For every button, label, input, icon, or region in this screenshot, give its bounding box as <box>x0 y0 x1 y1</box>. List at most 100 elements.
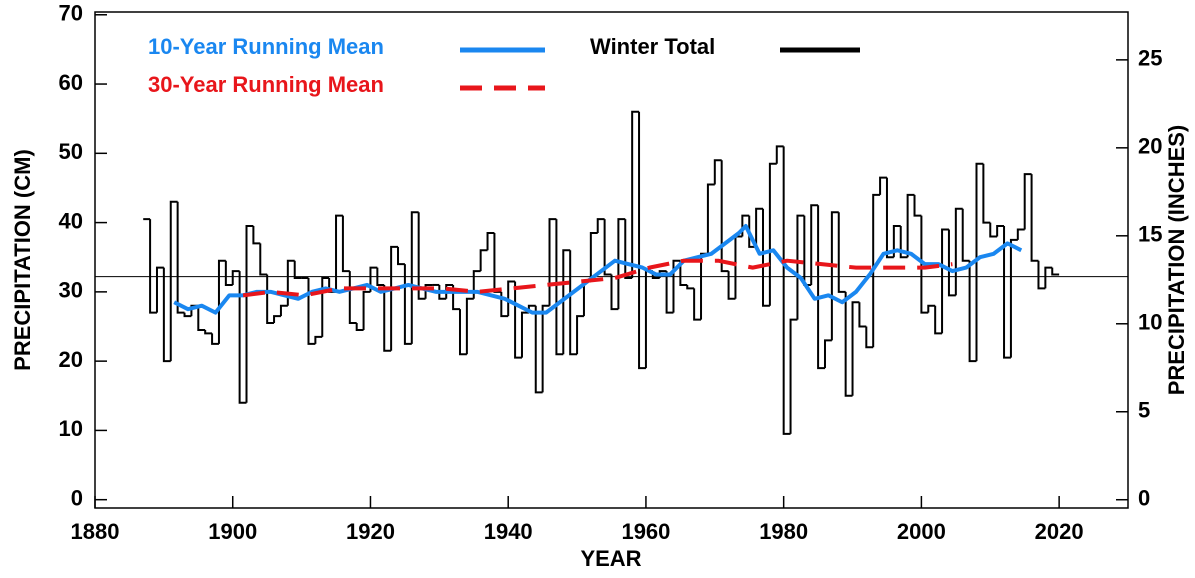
winter-total-step <box>665 271 674 314</box>
winter-total-step <box>844 291 853 397</box>
winter-total-step <box>810 204 819 285</box>
winter-total-step <box>672 259 681 313</box>
winter-total-step <box>913 194 922 217</box>
x-tick-label: 1940 <box>484 519 533 544</box>
winter-total-step <box>941 228 949 334</box>
winter-total-step <box>1003 226 1011 359</box>
y2-axis-label: PRECIPITATION (INCHES) <box>1164 125 1189 396</box>
y2-tick-label: 15 <box>1138 222 1162 247</box>
winter-total-step <box>920 215 929 314</box>
winter-total-step <box>252 226 261 245</box>
winter-total-step <box>624 219 633 280</box>
winter-total-step <box>224 260 233 286</box>
winter-total-step <box>569 250 578 356</box>
winter-total-step <box>390 245 399 351</box>
winter-total-step <box>996 225 1005 237</box>
winter-total-step <box>217 259 226 344</box>
winter-total-step <box>162 267 171 363</box>
winter-total-step <box>947 229 956 297</box>
winter-total-step <box>197 305 206 331</box>
winter-total-step <box>817 205 825 370</box>
winter-total-step <box>369 266 378 292</box>
x-tick-label: 1880 <box>71 519 120 544</box>
winter-total-step <box>954 207 963 296</box>
winter-total-step <box>982 163 991 224</box>
y-tick-label: 70 <box>59 1 83 26</box>
winter-total-step <box>803 215 812 286</box>
winter-total-step <box>700 252 708 320</box>
winter-total-step <box>279 304 288 317</box>
winter-total-step <box>582 280 591 317</box>
winter-total-step <box>541 304 550 393</box>
winter-total-step <box>204 329 213 335</box>
x-tick-label: 1900 <box>208 519 257 544</box>
plot-frame <box>94 11 1129 509</box>
winter-total-step <box>1044 266 1053 289</box>
y2-tick-label: 20 <box>1138 134 1162 159</box>
winter-total-step <box>514 281 522 359</box>
winter-total-step <box>335 214 343 292</box>
winter-total-step <box>149 219 157 314</box>
winter-total-step <box>748 215 757 248</box>
winter-total-step <box>961 208 970 262</box>
winter-total-step <box>245 225 254 403</box>
winter-total-step <box>576 315 584 355</box>
winter-total-step <box>231 270 240 285</box>
winter-total-step <box>259 243 268 276</box>
winter-total-step <box>562 249 571 355</box>
winter-total-step <box>679 260 688 286</box>
winter-total-step <box>397 246 405 266</box>
legend-label: 30-Year Running Mean <box>148 72 384 97</box>
winter-total-step <box>293 260 302 280</box>
running-mean-line <box>242 258 953 298</box>
winter-total-step <box>693 288 702 321</box>
winter-total-step <box>762 208 770 307</box>
winter-total-step <box>266 274 275 325</box>
winter-total-step <box>520 311 529 358</box>
winter-total-step <box>934 305 943 335</box>
winter-total-step <box>479 249 488 272</box>
winter-total-step <box>631 110 640 279</box>
winter-total-step <box>1023 173 1032 230</box>
winter-total-step <box>238 271 247 404</box>
winter-total-step <box>445 283 454 299</box>
x-tick-label: 1980 <box>759 519 808 544</box>
winter-total-step <box>720 160 729 273</box>
y-tick-label: 20 <box>59 347 83 372</box>
winter-total-step <box>555 219 564 356</box>
winter-total-step <box>341 215 350 273</box>
winter-total-step <box>548 218 557 306</box>
winter-total-step <box>858 302 867 328</box>
winter-total-step <box>417 212 426 300</box>
winter-total-step <box>500 291 509 318</box>
y-axis-label: PRECIPITATION (CM) <box>10 149 35 371</box>
y-tick-label: 60 <box>59 70 83 95</box>
y2-tick-label: 10 <box>1138 310 1162 335</box>
winter-total-step <box>686 284 695 290</box>
winter-total-step <box>176 201 185 314</box>
legend-label: Winter Total <box>590 34 715 59</box>
winter-total-step <box>879 176 887 195</box>
winter-total-step <box>906 193 915 258</box>
x-tick-label: 2000 <box>897 519 946 544</box>
winter-total-step <box>465 297 474 355</box>
winter-total-step <box>493 232 502 293</box>
winter-total-step <box>211 333 219 345</box>
winter-total-step <box>782 146 791 435</box>
winter-total-step <box>1016 228 1025 240</box>
winter-total-step <box>892 225 901 258</box>
running-mean-line <box>173 224 1023 315</box>
winter-total-step <box>472 270 481 299</box>
winter-total-step <box>438 284 447 300</box>
x-tick-label: 2020 <box>1035 519 1084 544</box>
winter-total-step <box>286 259 295 306</box>
y-tick-label: 40 <box>59 208 83 233</box>
y2-tick-label: 5 <box>1138 398 1150 423</box>
winter-total-step <box>403 264 412 345</box>
y2-tick-label: 25 <box>1138 46 1162 71</box>
winter-total-step <box>885 177 894 259</box>
winter-total-step <box>355 323 364 331</box>
winter-total-step <box>321 277 330 337</box>
winter-total-step <box>989 222 998 238</box>
